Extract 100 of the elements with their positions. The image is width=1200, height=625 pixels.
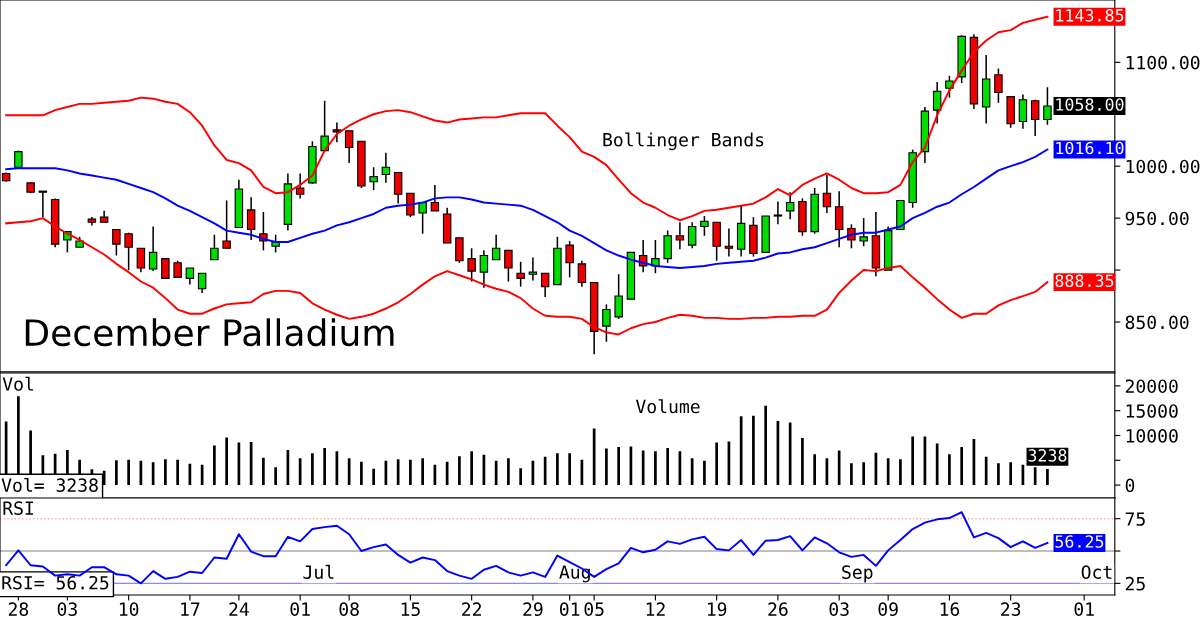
bar (641, 450, 645, 486)
bar (739, 416, 743, 486)
data-label: 1016.10 (1056, 141, 1124, 155)
candlestick (773, 200, 783, 226)
y-tick-label: 850.00 (1125, 315, 1189, 330)
candlestick (651, 239, 660, 274)
bar (262, 457, 265, 486)
bar (935, 443, 939, 486)
candlestick (602, 303, 611, 343)
y-tick-label: 10000 (1126, 429, 1178, 443)
candlestick (712, 221, 721, 262)
y-tick-label: 950.00 (1125, 211, 1189, 226)
candlestick (479, 249, 489, 289)
candlestick (675, 221, 685, 251)
candlestick (540, 272, 550, 298)
bar (666, 447, 669, 486)
bar (911, 436, 915, 486)
bar (127, 459, 130, 486)
candlestick (381, 151, 391, 184)
bar (801, 437, 804, 486)
candlestick (687, 221, 697, 250)
bar (605, 448, 608, 486)
candlestick (197, 272, 207, 294)
bar (752, 415, 755, 486)
x-tick-label: 08 (339, 602, 359, 617)
x-tick-label: 22 (462, 602, 481, 616)
bar (372, 468, 375, 486)
annotation: Sep (842, 565, 873, 583)
candlestick (1043, 86, 1052, 126)
candlestick (614, 273, 623, 320)
x-tick-label: 26 (768, 602, 788, 617)
candlestick (700, 215, 709, 237)
bar (837, 450, 841, 486)
candlestick (491, 233, 501, 261)
candlestick (467, 247, 476, 283)
bar (470, 451, 473, 486)
annotation: Aug (559, 565, 590, 583)
candlestick (222, 199, 231, 250)
bar (323, 447, 326, 486)
x-tick-label: 12 (646, 602, 665, 616)
bar (176, 459, 179, 486)
x-tick-label: 24 (229, 602, 249, 616)
candlestick (528, 256, 538, 282)
bar (813, 454, 817, 486)
candlestick (724, 227, 734, 258)
annotation: Bollinger Bands (603, 132, 764, 151)
bar (409, 459, 412, 486)
x-tick-label: 19 (707, 602, 727, 617)
bar (960, 446, 964, 486)
line-series (5, 15, 1049, 222)
y-tick-label: 1100.00 (1126, 55, 1200, 70)
x-tick-label: 15 (401, 602, 420, 617)
bar (997, 463, 1000, 486)
bar (715, 442, 718, 486)
bar (1046, 469, 1049, 486)
bar (850, 463, 853, 486)
x-tick-label: 05 (584, 602, 604, 617)
text: 1058.00 (1056, 98, 1124, 111)
candlestick (994, 67, 1003, 104)
x-tick-label: 28 (8, 602, 29, 617)
x-tick-label: 09 (878, 602, 898, 617)
chart-title: RSI (3, 501, 34, 515)
bar (617, 446, 620, 486)
bar (654, 451, 657, 486)
candlestick (148, 225, 158, 272)
candlestick (565, 240, 574, 279)
bar (568, 453, 571, 486)
bar (886, 458, 890, 486)
data-label: 888.35 (1055, 274, 1114, 288)
candlestick (136, 247, 146, 273)
annotation: Jul (303, 564, 334, 579)
bar (984, 456, 988, 486)
candlestick (393, 171, 403, 205)
annotation: Vol= 3238 (1, 477, 98, 492)
candlestick (455, 237, 464, 264)
candlestick (822, 173, 832, 214)
bar (421, 458, 424, 486)
bar (360, 461, 363, 486)
chart-title: Vol (2, 376, 34, 391)
annotation: Volume (635, 399, 700, 414)
bar (225, 437, 228, 486)
candlestick (344, 130, 354, 164)
candlestick (320, 99, 329, 153)
x-tick-label: 17 (181, 602, 200, 616)
bar (164, 459, 167, 486)
candlestick (1030, 98, 1040, 137)
y-tick-label: 20000 (1125, 379, 1178, 394)
candlestick (246, 196, 256, 241)
x-tick-label: 03 (829, 602, 849, 617)
bar (115, 460, 118, 486)
candlestick (124, 231, 133, 271)
annotation: Oct (1081, 565, 1112, 579)
bar (899, 459, 902, 486)
bar (556, 453, 559, 486)
bar (519, 468, 522, 486)
bar (862, 462, 866, 486)
candlestick (577, 259, 587, 288)
bar (507, 458, 510, 486)
bar (458, 456, 461, 486)
y-tick-label: 0 (1125, 478, 1135, 493)
